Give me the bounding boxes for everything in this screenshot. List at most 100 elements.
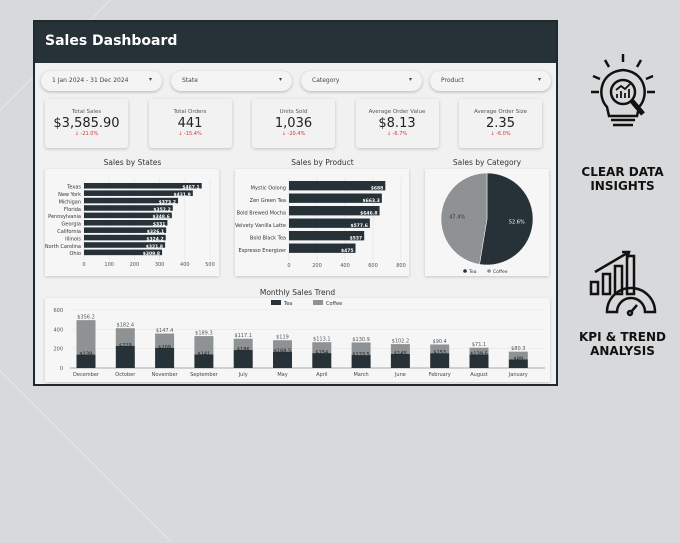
legend-label: Tea bbox=[468, 269, 477, 275]
pie-slice-tea bbox=[479, 172, 534, 266]
data-label-tea: $168.5 bbox=[274, 349, 292, 355]
data-label-tea: $141 bbox=[198, 351, 211, 357]
tick-label: 0 bbox=[60, 366, 63, 372]
data-label-tea: $139 bbox=[80, 352, 93, 358]
kpi-delta: ↓ -6.0% bbox=[459, 131, 542, 137]
bar-coffee bbox=[508, 351, 528, 360]
month-label: August bbox=[470, 372, 488, 378]
tick-label: 600 bbox=[53, 308, 63, 314]
data-label: $321.8 bbox=[146, 244, 163, 250]
data-label-tea: $229 bbox=[119, 343, 132, 349]
data-label: $577.6 bbox=[350, 223, 367, 229]
slice-label: 52.6% bbox=[509, 219, 525, 225]
data-label-coffee: $130.9 bbox=[352, 337, 370, 343]
month-label: February bbox=[429, 372, 451, 378]
data-label-coffee: $119 bbox=[276, 335, 289, 341]
bar bbox=[84, 227, 167, 233]
data-label-coffee: $102.2 bbox=[392, 339, 410, 345]
data-label-tea: $145 bbox=[394, 351, 407, 357]
data-label: $352.2 bbox=[153, 207, 170, 213]
filter-label: State bbox=[182, 77, 198, 84]
bar bbox=[289, 231, 365, 241]
bar-tea bbox=[351, 355, 371, 368]
category-label: Ohio bbox=[69, 251, 81, 257]
bar-tea bbox=[233, 350, 253, 368]
bar-tea bbox=[155, 347, 175, 368]
tick-label: 400 bbox=[340, 263, 350, 269]
bar-tea bbox=[194, 354, 214, 368]
bar bbox=[84, 234, 166, 241]
tick-label: 400 bbox=[180, 262, 190, 268]
month-label: December bbox=[73, 372, 100, 378]
product-filter[interactable]: Product ▾ bbox=[430, 71, 551, 91]
category-label: Zen Green Tea bbox=[250, 198, 286, 204]
bar bbox=[84, 183, 202, 189]
legend-label: Coffee bbox=[493, 269, 508, 275]
data-label: $348.6 bbox=[152, 214, 169, 220]
data-label-coffee: $147.4 bbox=[156, 328, 174, 334]
category-label: Illinois bbox=[65, 236, 81, 242]
feature-title-line: CLEAR DATA bbox=[581, 165, 664, 179]
category-label: Mystic Oolong bbox=[251, 185, 286, 191]
month-label: July bbox=[238, 372, 248, 378]
category-label: Michigan bbox=[59, 199, 81, 205]
bar bbox=[84, 242, 166, 248]
states-chart-panel: 0 100 200 300 400 500 Texas $467.1 New York $431.… bbox=[45, 169, 219, 276]
data-label-coffee: $356.2 bbox=[77, 315, 95, 321]
data-label: $467.1 bbox=[182, 185, 199, 191]
data-label-coffee: $113.1 bbox=[313, 337, 331, 343]
kpi-delta-value: -21.0% bbox=[80, 131, 99, 137]
kpi-delta: ↓ -6.7% bbox=[356, 131, 439, 137]
bar-coffee bbox=[155, 333, 175, 348]
kpi-delta: ↓ -20.4% bbox=[252, 131, 335, 137]
bar-tea bbox=[115, 345, 135, 368]
bar bbox=[289, 181, 386, 191]
product-chart-title: Sales by Product bbox=[291, 158, 354, 167]
month-label: June bbox=[394, 372, 406, 378]
data-label-coffee: $80.3 bbox=[511, 346, 525, 352]
bar-coffee bbox=[194, 336, 214, 355]
monthly-chart-panel: 0 200 400 600 Tea Coffee $356.2 $139 December $18… bbox=[45, 298, 550, 382]
data-label: $688 bbox=[371, 185, 384, 191]
product-bar-chart: 0 200 400 600 800 Mystic Oolong $688 Zen Green … bbox=[235, 177, 406, 269]
kpi-label: Total Sales bbox=[71, 109, 102, 115]
lightbulb-magnifier-chart-icon bbox=[591, 54, 655, 127]
filter-label: 1 Jan 2024 - 31 Dec 2024 bbox=[52, 77, 129, 84]
data-label-tea: $139.5 bbox=[470, 352, 488, 358]
bar bbox=[84, 249, 163, 256]
kpi-delta-value: -20.4% bbox=[287, 131, 306, 137]
category-filter[interactable]: Category ▾ bbox=[301, 71, 422, 91]
date-range-filter[interactable]: 1 Jan 2024 - 31 Dec 2024 ▾ bbox=[41, 71, 162, 91]
feature-title-line: ANALYSIS bbox=[590, 344, 655, 358]
bar-coffee bbox=[115, 328, 135, 346]
data-label: $326.1 bbox=[147, 229, 164, 235]
filter-label: Category bbox=[312, 77, 340, 84]
category-label: Espresso Energizer bbox=[238, 248, 286, 254]
kpi-card: Average Order Size 2.35 ↓ -6.0% bbox=[459, 99, 542, 148]
bar bbox=[289, 243, 356, 253]
data-label: $646.8 bbox=[360, 210, 377, 216]
caret-down-icon: ▾ bbox=[408, 76, 412, 83]
feature-sidebar: CLEAR DATA INSIGHTS KPI & TREND ANALYSIS bbox=[565, 0, 680, 409]
data-label-tea: $89 bbox=[514, 356, 524, 362]
bar-coffee bbox=[430, 344, 450, 354]
data-label-coffee: $117.1 bbox=[234, 333, 252, 339]
month-label: November bbox=[152, 372, 179, 378]
bar-tea bbox=[273, 351, 292, 368]
state-filter[interactable]: State ▾ bbox=[171, 71, 292, 91]
category-label: Bold Brewed Mocha bbox=[237, 210, 286, 216]
data-label-tea: $153 bbox=[433, 350, 446, 356]
bar-tea bbox=[76, 354, 96, 368]
bar bbox=[289, 218, 370, 228]
legend-label: Tea bbox=[283, 301, 292, 307]
category-label: Velvety Vanilla Latte bbox=[235, 223, 286, 229]
pie-slice-coffee bbox=[440, 172, 488, 265]
tick-label: 500 bbox=[205, 262, 215, 268]
tick-label: 200 bbox=[130, 262, 140, 268]
category-label: New York bbox=[58, 192, 81, 198]
month-label: January bbox=[508, 372, 528, 378]
bar bbox=[289, 206, 380, 216]
category-label: Florida bbox=[64, 207, 81, 213]
data-label: $331 bbox=[153, 222, 166, 228]
bar-tea bbox=[390, 353, 410, 368]
